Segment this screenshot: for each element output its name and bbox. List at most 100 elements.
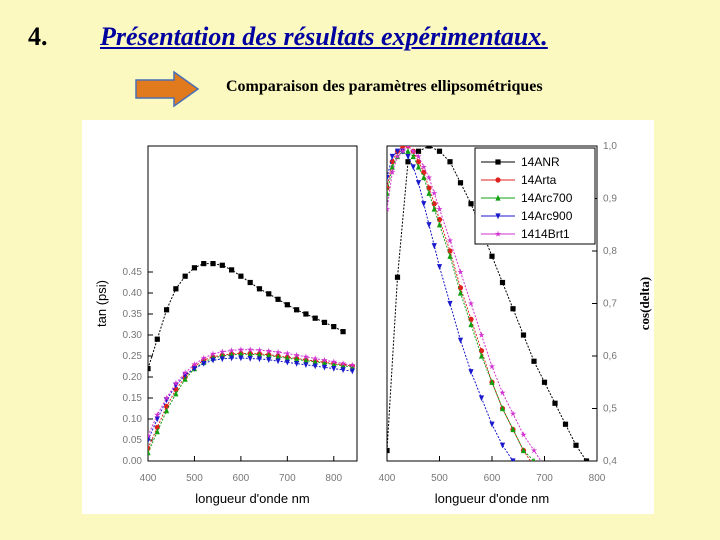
legend-marker [495,177,501,183]
data-point [447,253,453,259]
data-point [219,262,225,268]
data-point [489,253,495,259]
y-tick-label: 0.15 [123,393,143,404]
data-point [148,432,152,439]
x-tick-label: 400 [379,473,396,484]
data-point [154,416,160,423]
data-point [284,359,290,366]
data-point [405,159,411,165]
x-tick-label: 400 [140,473,157,484]
y-tick-label: 0.20 [123,372,143,383]
x-tick-label: 600 [233,473,250,484]
data-point [499,442,506,449]
data-point [415,159,422,165]
data-point [330,358,337,365]
y-tick-label: 0.05 [123,435,143,446]
data-point [349,368,355,375]
data-point [238,273,244,279]
legend: 14ANR 14Arta 14Arc700 14Arc900 1414Brt1 [474,147,596,245]
data-point [431,205,437,212]
data-point [426,190,432,196]
data-point [294,307,300,313]
y-tick-label: 0,9 [603,194,617,205]
data-point [387,205,391,212]
data-point [457,285,464,291]
data-point [531,464,536,469]
data-point [340,362,346,369]
data-point [275,296,281,302]
data-point [520,332,527,338]
y-tick-label: 0,5 [603,404,617,415]
data-point [489,379,495,385]
data-point [247,351,253,357]
data-point [163,407,170,414]
y-tick-label: 0,8 [603,246,617,257]
data-point [191,265,198,271]
data-point [173,390,179,397]
data-point [394,148,401,155]
data-point [266,357,272,363]
data-point [312,355,319,362]
data-point [284,350,291,357]
data-point [340,329,346,335]
data-point [510,306,516,312]
data-point [541,379,548,385]
data-point [256,286,263,292]
data-point [447,248,453,254]
data-point [275,353,281,360]
data-point [321,319,328,325]
x-axis-label: longueur d'onde nm [195,491,310,506]
data-point [394,153,401,160]
series-1414Brt1 [387,146,542,461]
x-tick-label: 800 [325,473,342,484]
data-point [303,357,309,364]
data-point [349,363,355,370]
y-tick-label: 0.00 [123,456,143,467]
legend-label: 14ANR [521,155,560,169]
data-point [201,261,207,267]
data-point [229,355,235,362]
data-point [468,316,474,322]
data-point [394,274,401,280]
legend-marker [495,159,501,165]
data-point [265,347,272,354]
data-point [312,363,318,370]
data-point [266,352,272,359]
data-point [312,358,318,365]
data-point [421,174,427,181]
data-point [182,375,188,382]
series-1414Brt1 [148,346,356,439]
data-point [521,469,526,475]
data-point [256,346,263,353]
data-point [468,321,474,328]
data-point [488,363,496,370]
series-14ANR [148,261,346,372]
data-point [509,410,517,417]
data-point [237,346,245,353]
data-point [321,356,328,363]
data-point [209,350,217,357]
x-tick-label: 500 [431,473,448,484]
x-tick-label: 800 [589,473,606,484]
data-point [387,190,390,196]
data-point [478,331,485,338]
data-point [410,164,416,171]
data-point [410,153,416,160]
data-point [478,348,485,354]
data-point [148,449,151,456]
data-point [200,354,207,361]
data-point [229,267,235,273]
y-tick-label: 0.35 [123,309,143,320]
data-point [274,348,282,355]
series-14ANR [387,146,590,461]
x-tick-label: 500 [186,473,203,484]
data-point [340,367,346,374]
data-point [489,421,495,428]
legend-label: 14Arc700 [521,191,573,205]
data-point [219,348,226,355]
data-point [478,352,485,359]
data-point [148,445,151,451]
data-point [238,355,244,362]
data-point [499,405,506,412]
data-point [247,279,253,286]
